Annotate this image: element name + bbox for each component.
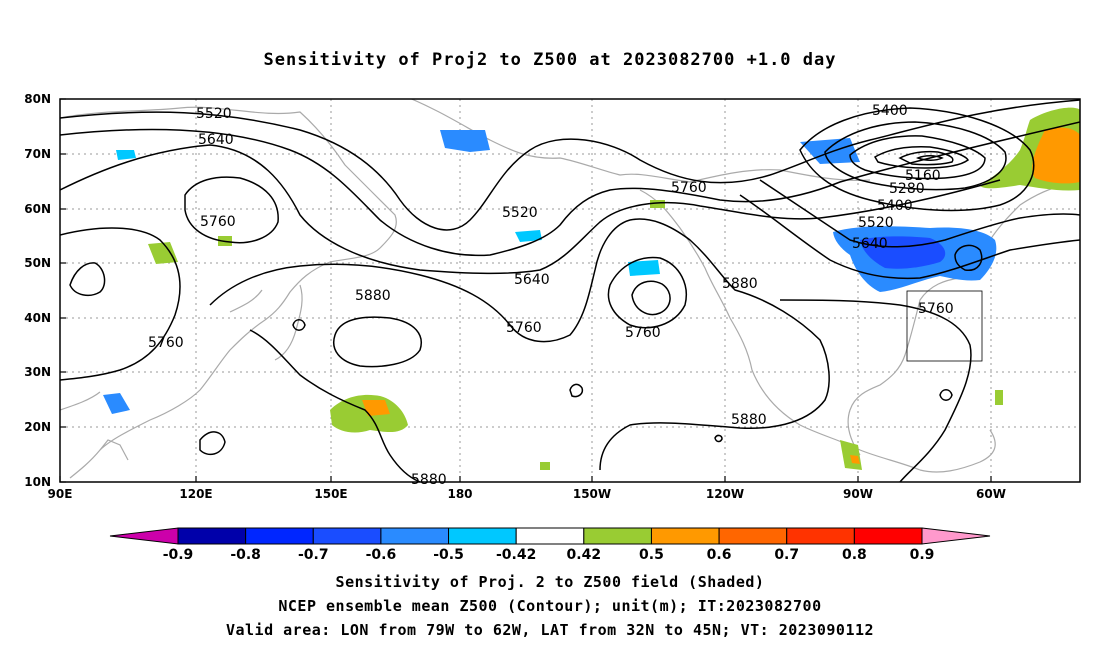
contour-label: 5520 [196, 106, 232, 122]
footer-line-2: NCEP ensemble mean Z500 (Contour); unit(… [278, 597, 822, 615]
colorbar-left-arrow [109, 527, 179, 545]
colorbar: -0.9 -0.8 -0.7 -0.6 -0.5 -0.42 0.42 0.5 0.6 0.7 0.… [109, 527, 991, 563]
contour-label: 5880 [355, 288, 391, 304]
colorbar-label: -0.42 [496, 547, 536, 563]
tick-marks [59, 98, 992, 483]
colorbar-label: 0.9 [910, 547, 935, 563]
colorbar-label: 0.5 [639, 547, 664, 563]
contour-label: 5760 [148, 335, 184, 351]
contour-label: 5760 [918, 301, 954, 317]
lon-labels: 90E 120E 150E 180 150W 120W 90W 60W [48, 487, 1006, 501]
contour-label: 5160 [905, 168, 941, 184]
lat-labels: 80N 70N 60N 50N 40N 30N 20N 10N [24, 92, 51, 489]
colorbar-segment [448, 527, 517, 545]
colorbar-label: 0.7 [774, 547, 799, 563]
contour-label: 5880 [722, 276, 758, 292]
contour-label: 5760 [200, 214, 236, 230]
lat-tick-label: 20N [24, 420, 51, 434]
colorbar-segment [583, 527, 652, 545]
contour-label: 5760 [506, 320, 542, 336]
colorbar-segment [245, 527, 314, 545]
contour-label: 5400 [877, 198, 913, 214]
colorbar-label: -0.7 [298, 547, 329, 563]
contour-label: 5880 [411, 472, 447, 488]
footer-line-3: Valid area: LON from 79W to 62W, LAT fro… [225, 621, 875, 639]
lon-tick-label: 120W [706, 487, 744, 501]
contour-label: 5520 [858, 215, 894, 231]
z500-contours [60, 99, 1080, 482]
colorbar-segment [853, 527, 923, 545]
contour-label: 5880 [731, 412, 767, 428]
colorbar-label: -0.6 [366, 547, 397, 563]
lat-tick-label: 80N [24, 92, 51, 106]
contour-label: 5640 [514, 272, 550, 288]
lon-tick-label: 120E [179, 487, 212, 501]
colorbar-label: 0.8 [842, 547, 867, 563]
colorbar-segment [515, 527, 585, 545]
footer-line-1: Sensitivity of Proj. 2 to Z500 field (Sh… [335, 573, 765, 591]
lat-tick-label: 60N [24, 202, 51, 216]
colorbar-segment [380, 527, 450, 545]
colorbar-label: -0.8 [230, 547, 261, 563]
sensitivity-shading [103, 107, 1080, 470]
colorbar-label: -0.9 [163, 547, 194, 563]
lon-tick-label: 150E [314, 487, 347, 501]
lat-tick-label: 70N [24, 147, 51, 161]
lon-tick-label: 60W [976, 487, 1006, 501]
valid-area-box [906, 290, 983, 362]
colorbar-segment [718, 527, 788, 545]
contour-label: 5640 [198, 132, 234, 148]
colorbar-label: 0.42 [567, 547, 602, 563]
lat-tick-label: 40N [24, 311, 51, 325]
colorbar-right-arrow [921, 527, 991, 545]
contour-label: 5640 [852, 236, 888, 252]
contour-label: 5280 [889, 181, 925, 197]
map-title: Sensitivity of Proj2 to Z500 at 20230827… [263, 50, 837, 70]
colorbar-label: 0.6 [707, 547, 732, 563]
lon-tick-label: 90E [48, 487, 73, 501]
contour-label: 5520 [502, 205, 538, 221]
lon-tick-label: 180 [447, 487, 472, 501]
colorbar-segment [177, 527, 247, 545]
lon-tick-label: 90W [843, 487, 873, 501]
map-frame [59, 98, 1081, 483]
colorbar-label: -0.5 [433, 547, 464, 563]
lon-tick-label: 150W [573, 487, 611, 501]
colorbar-segment [786, 527, 855, 545]
lat-tick-label: 10N [24, 475, 51, 489]
contour-label: 5760 [625, 325, 661, 341]
contour-labels: 5520 5640 5760 5760 5880 5520 5760 5640 … [148, 103, 954, 488]
lat-tick-label: 30N [24, 365, 51, 379]
grid-lines [60, 99, 1080, 482]
colorbar-segment [650, 527, 720, 545]
contour-label: 5400 [872, 103, 908, 119]
contour-label: 5760 [671, 180, 707, 196]
colorbar-segment [312, 527, 382, 545]
lat-tick-label: 50N [24, 256, 51, 270]
